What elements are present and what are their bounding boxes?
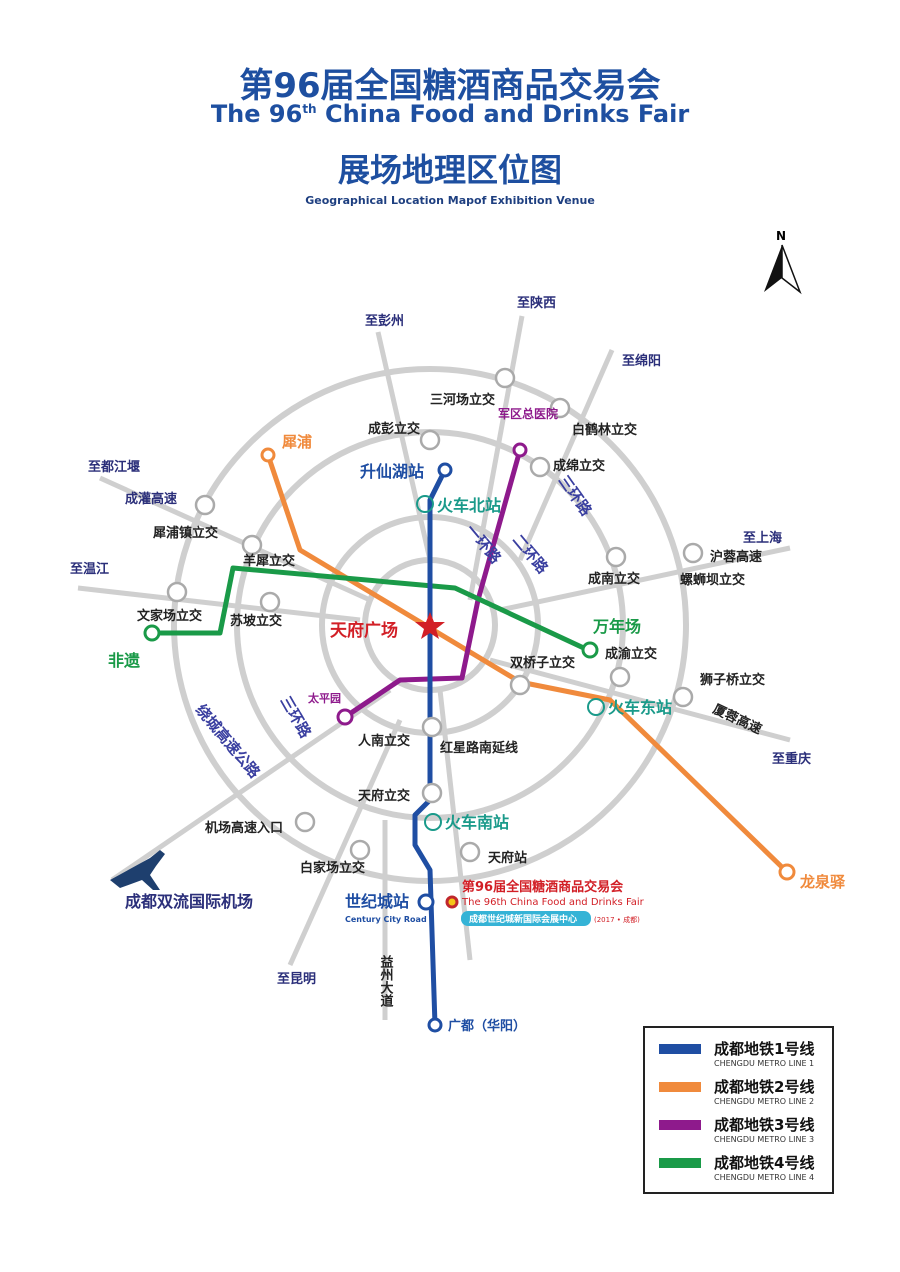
station-label: 万年场	[592, 617, 641, 636]
road-label: 至温江	[70, 561, 109, 577]
metro-line-3	[343, 449, 523, 720]
venue-badge-text: 成都世纪城新国际会展中心	[469, 913, 577, 925]
legend-label: 成都地铁3号线	[714, 1116, 815, 1134]
venue-title-en: The 96th China Food and Drinks Fair	[461, 897, 645, 908]
metro-line-4	[152, 565, 590, 653]
station-label: 火车南站	[445, 813, 509, 832]
station-label: 龙泉驿	[799, 873, 846, 891]
road-label: 益州大道	[378, 954, 395, 1008]
interchange-label: 双桥子立交	[510, 655, 575, 671]
interchange-label: 天府站	[488, 850, 527, 866]
interchange-label: 羊犀立交	[243, 553, 295, 569]
legend-swatch	[659, 1082, 701, 1092]
star-icon	[415, 612, 445, 639]
interchange-label: 三河场立交	[430, 392, 495, 408]
railway-station-icon	[416, 495, 605, 831]
legend-swatch	[659, 1044, 701, 1054]
station-label: 军区总医院	[498, 406, 558, 421]
legend-label-en: CHENGDU METRO LINE 3	[714, 1135, 815, 1144]
compass-label: N	[776, 229, 786, 243]
road-label: 成灌高速	[125, 491, 177, 507]
interchange-label: 苏坡立交	[230, 613, 282, 629]
road-label: 至绵阳	[622, 353, 661, 369]
metro-line-1	[412, 468, 448, 1026]
road-label: 至彭州	[365, 313, 404, 329]
legend-label-en: CHENGDU METRO LINE 1	[714, 1059, 815, 1068]
venue-title: 第96届全国糖酒商品交易会	[462, 879, 624, 895]
station-label: 世纪城站	[345, 892, 409, 911]
road-shanghai	[499, 545, 791, 613]
interchange-label: 天府立交	[358, 788, 410, 804]
station-label: 太平园	[307, 691, 341, 705]
interchange-label: 螺蛳坝立交	[680, 572, 745, 588]
station-century-city[interactable]	[417, 893, 435, 911]
interchange-label: 白家场立交	[300, 860, 365, 876]
road-mianyang	[517, 348, 615, 562]
road-label: 厦蓉高速	[710, 701, 764, 737]
interchange-label: 白鹤林立交	[572, 422, 637, 438]
road-label: 红星路南延线	[440, 740, 518, 756]
road-label: 沪蓉高速	[710, 549, 762, 565]
interchange-label: 文家场立交	[137, 608, 202, 624]
station-taipingyuan[interactable]	[336, 708, 354, 726]
station-label: 广都（华阳）	[448, 1018, 526, 1034]
title-en: The 96th China Food and Drinks Fair	[0, 100, 900, 128]
venue-badge	[461, 911, 591, 926]
road-label: 至陕西	[517, 295, 556, 311]
road-label: 至都江堰	[88, 459, 140, 475]
station-shengxianhu[interactable]	[437, 462, 453, 478]
legend-swatch	[659, 1120, 701, 1130]
legend-label: 成都地铁1号线	[714, 1040, 815, 1058]
subtitle-en: Geographical Location Mapof Exhibition V…	[305, 194, 595, 207]
legend: 成都地铁1号线 CHENGDU METRO LINE 1 成都地铁2号线 CHENG…	[643, 1026, 834, 1194]
title-cn: 第96届全国糖酒商品交易会	[239, 66, 661, 106]
station-wannianchang[interactable]	[581, 641, 599, 659]
station-label-en: Century City Road	[345, 915, 427, 924]
venue-marker[interactable]	[445, 895, 459, 909]
interchange-label: 成南立交	[588, 571, 640, 587]
venue-note: (2017 • 成都)	[594, 915, 640, 924]
interchange-label: 成彭立交	[368, 421, 420, 437]
legend-label-en: CHENGDU METRO LINE 4	[714, 1173, 815, 1182]
legend-swatch	[659, 1158, 701, 1168]
interchange-label: 犀浦镇立交	[153, 525, 218, 541]
roads	[77, 315, 791, 1020]
station-label: 非遗	[108, 651, 140, 670]
road-chongqing	[489, 657, 791, 743]
station-hospital[interactable]	[512, 442, 528, 458]
north-arrow-icon: N	[764, 229, 802, 295]
title-en-b: China Food and Drinks Fair	[316, 100, 690, 128]
road-label: 至上海	[743, 530, 782, 546]
interchange-label: 机场高速入口	[205, 820, 283, 836]
interchange-label: 成绵立交	[553, 458, 605, 474]
road-shaanxi	[467, 315, 525, 601]
title-en-sup: th	[302, 102, 317, 116]
road-wenjiang	[77, 585, 361, 623]
road-label: 至昆明	[277, 971, 316, 987]
road-kunming	[287, 718, 403, 967]
station-longquanyi[interactable]	[778, 863, 796, 881]
interchange-label: 人南立交	[358, 733, 410, 749]
interchange-nodes	[166, 367, 704, 863]
station-label: 升仙湖站	[360, 462, 424, 481]
station-xipu[interactable]	[260, 447, 276, 463]
title-en-a: The 96	[210, 100, 303, 128]
station-label: 火车东站	[608, 698, 672, 717]
road-label: 至重庆	[772, 751, 811, 767]
station-guangdu[interactable]	[427, 1017, 443, 1033]
station-label: 天府广场	[330, 620, 398, 641]
airport-label: 成都双流国际机场	[125, 892, 253, 911]
legend-label: 成都地铁2号线	[714, 1078, 815, 1096]
subtitle-cn: 展场地理区位图	[337, 151, 562, 189]
road-dujiangyan	[98, 475, 372, 603]
legend-label-en: CHENGDU METRO LINE 2	[714, 1097, 815, 1106]
station-label: 火车北站	[437, 496, 501, 515]
interchange-label: 狮子桥立交	[699, 672, 765, 688]
legend-label: 成都地铁4号线	[714, 1154, 815, 1172]
airplane-icon	[110, 850, 165, 890]
station-label: 犀浦	[281, 433, 312, 451]
interchange-label: 成渝立交	[605, 646, 657, 662]
station-feiyi[interactable]	[143, 624, 161, 642]
